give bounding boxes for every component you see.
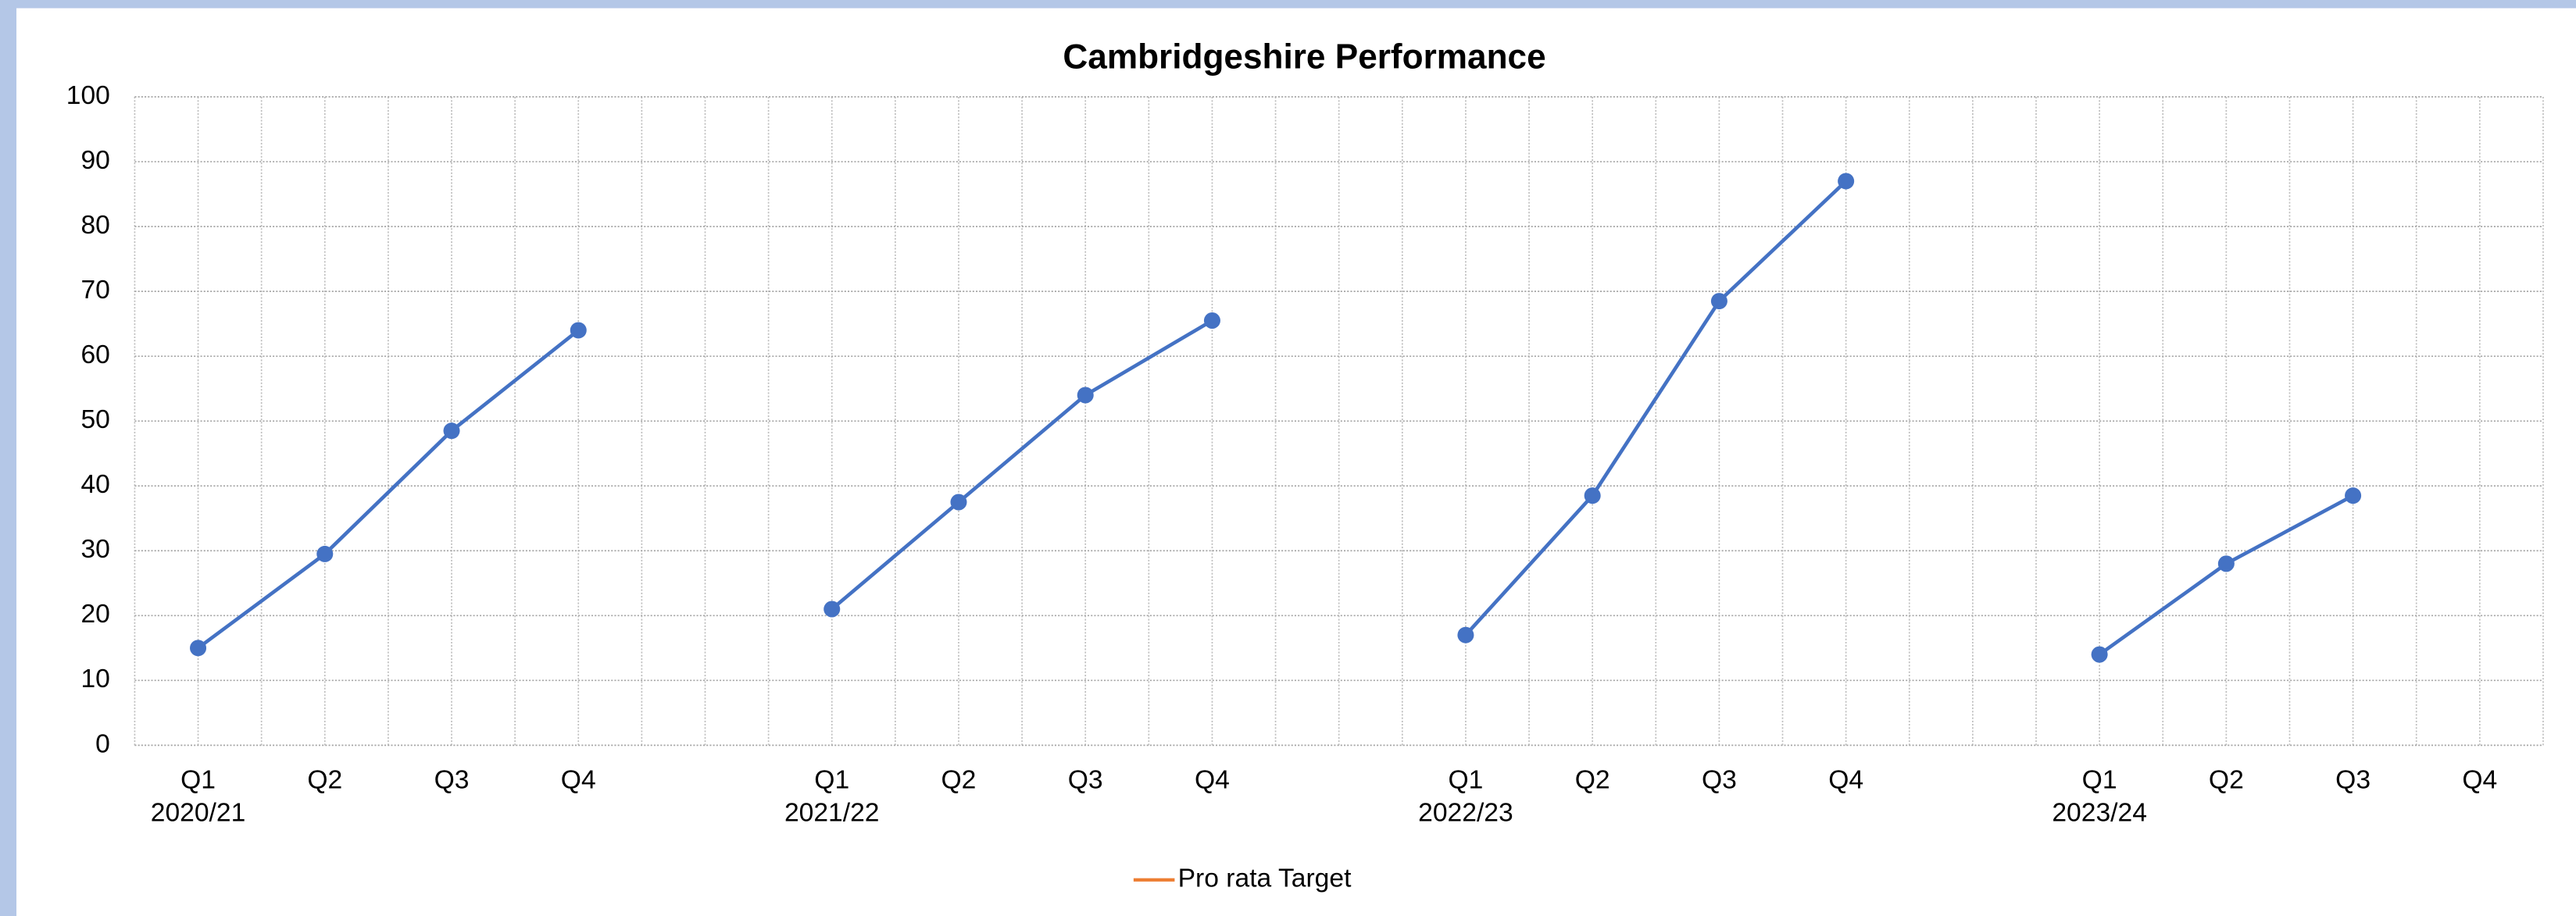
legend-label: Pro rata Target (1178, 864, 1352, 893)
x-tick-label: Q2 (1575, 766, 1610, 795)
point (1710, 293, 1727, 310)
point (2217, 555, 2235, 572)
chart-title: Cambridgeshire Performance (1063, 37, 1545, 76)
x-tick-label: Q1 (180, 766, 216, 795)
x-group-label: 2022/23 (1418, 799, 1513, 828)
point (1584, 487, 1601, 504)
x-tick-label: Q1 (1448, 766, 1483, 795)
x-tick-label: Q3 (434, 766, 470, 795)
x-tick-label: Q3 (1068, 766, 1103, 795)
y-tick-label: 0 (95, 729, 110, 758)
x-tick-label: Q4 (1828, 766, 1863, 795)
x-group-label: 2021/22 (784, 799, 880, 828)
x-group-label: 2020/21 (151, 799, 246, 828)
point (824, 601, 841, 618)
y-tick-label: 10 (80, 665, 109, 693)
x-tick-label: Q4 (2462, 766, 2497, 795)
point (443, 422, 460, 440)
y-tick-label: 30 (80, 535, 109, 564)
chart-area (16, 8, 2576, 916)
point (190, 640, 207, 657)
y-tick-label: 50 (80, 405, 109, 434)
y-tick-label: 40 (80, 470, 109, 499)
y-tick-label: 20 (80, 600, 109, 629)
series-line (197, 329, 580, 650)
x-tick-label: Q2 (941, 766, 977, 795)
point (950, 494, 967, 511)
x-tick-label: Q3 (2335, 766, 2371, 795)
x-tick-label: Q1 (814, 766, 849, 795)
point (570, 322, 587, 339)
point (2091, 646, 2108, 663)
point (2345, 487, 2362, 504)
point (1203, 312, 1220, 330)
x-tick-label: Q1 (2082, 766, 2117, 795)
series-line (831, 319, 1213, 611)
point (1838, 173, 1855, 190)
y-tick-label: 80 (80, 211, 109, 240)
x-group-label: 2023/24 (2052, 799, 2147, 828)
x-tick-label: Q2 (307, 766, 342, 795)
point (1457, 626, 1474, 643)
point (1077, 387, 1094, 404)
x-tick-label: Q4 (561, 766, 596, 795)
x-tick-label: Q2 (2209, 766, 2244, 795)
x-tick-label: Q4 (1195, 766, 1230, 795)
y-tick-label: 100 (66, 81, 110, 110)
y-tick-label: 70 (80, 276, 109, 305)
x-tick-label: Q3 (1702, 766, 1737, 795)
series-line (1464, 180, 1848, 636)
y-tick-label: 60 (80, 340, 109, 369)
point (316, 545, 334, 562)
y-tick-label: 90 (80, 146, 109, 175)
